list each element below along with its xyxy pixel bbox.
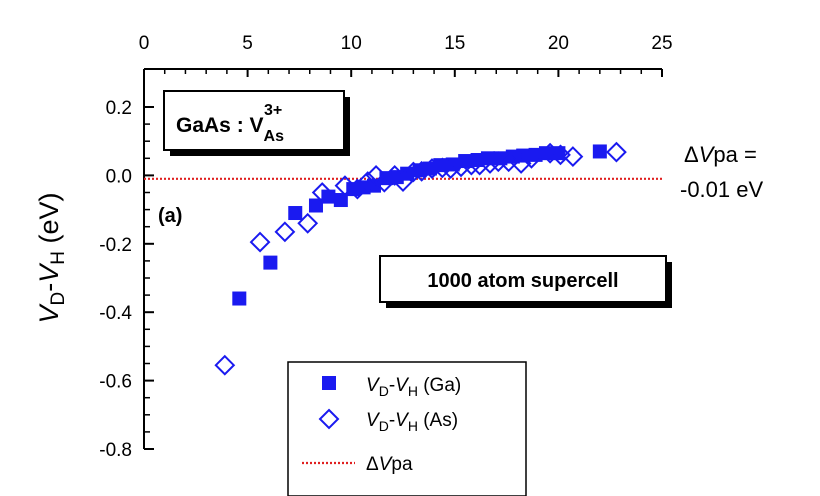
point-as: [384, 164, 406, 186]
leg-ref-v: V: [379, 454, 394, 475]
material-sup: 3+: [264, 102, 282, 119]
point-as: [249, 231, 271, 253]
leg-as-sep: -: [389, 410, 395, 431]
point-as: [479, 153, 501, 174]
y-tick-label: -0.4: [99, 303, 132, 324]
x-tick-label: 25: [651, 33, 672, 54]
point-as: [274, 221, 296, 243]
x-tick-label: 10: [341, 33, 362, 54]
point-ga: [538, 146, 553, 161]
point-as: [334, 175, 356, 197]
leg-ref-rest: pa: [391, 454, 413, 475]
axes: [143, 68, 662, 449]
leg-as-v2: V: [395, 410, 410, 431]
point-as: [460, 154, 482, 176]
supercell-label: 1000 atom supercell: [427, 270, 618, 292]
point-as: [521, 147, 542, 169]
material-sub: As: [264, 128, 285, 145]
x-tick-label: 0: [139, 33, 150, 54]
material-label-box: GaAs : VAs 3+: [163, 90, 350, 156]
x-tick-label: 15: [444, 33, 465, 54]
point-as: [487, 151, 509, 173]
x-tick-label: 5: [242, 33, 253, 54]
delta-symbol: Δ: [684, 142, 699, 167]
ylabel-s2: H: [48, 251, 69, 265]
legend-label-as: VD-VH (As): [366, 410, 458, 434]
point-as: [357, 171, 379, 192]
data-points: [214, 141, 627, 376]
point-as: [402, 161, 424, 183]
y-tick-label: 0.0: [106, 166, 132, 187]
delta-rest: pa =: [713, 142, 756, 167]
point-as: [562, 146, 584, 168]
point-as: [297, 212, 319, 234]
point-ga: [263, 255, 278, 270]
material-label: GaAs : VAs 3+: [176, 102, 284, 145]
point-as: [311, 182, 333, 203]
ylabel-v2: V: [34, 262, 64, 283]
legend-marker-as: [318, 408, 340, 430]
leg-ga-v2: V: [395, 375, 410, 396]
point-ga: [232, 291, 247, 306]
y-tick-label: -0.6: [99, 372, 132, 393]
y-ticks: 0.2 0.0 -0.2 -0.4 -0.6 -0.8: [99, 98, 154, 461]
leg-as-s2: H: [408, 418, 418, 434]
point-as: [450, 156, 472, 178]
y-tick-label: 0.2: [106, 98, 132, 119]
x-ticks: 0 5 10 15 20 25: [139, 33, 673, 77]
point-as: [510, 153, 532, 174]
legend-label-ref: ΔVpa: [366, 454, 413, 475]
panel-label: (a): [158, 205, 182, 227]
point-as: [411, 160, 433, 182]
leg-ga-rest: (Ga): [418, 375, 461, 396]
point-as: [498, 151, 520, 173]
ylabel-sep: -: [34, 283, 64, 292]
point-as: [550, 144, 571, 166]
point-as: [365, 164, 387, 186]
y-axis-label: VD-VH (eV): [34, 192, 69, 323]
delta-annotation-line2: -0.01 eV: [680, 177, 763, 202]
leg-as-v1: V: [366, 410, 381, 431]
point-ga: [592, 144, 607, 159]
leg-ga-s2: H: [408, 383, 418, 399]
point-as: [469, 154, 491, 176]
point-as: [606, 141, 627, 163]
point-as: [214, 354, 236, 376]
point-ga: [308, 198, 323, 213]
material-main: GaAs : V: [176, 114, 264, 137]
y-tick-label: -0.8: [99, 440, 132, 461]
leg-ref-delta: Δ: [366, 454, 379, 475]
legend-marker-ga: [322, 376, 336, 390]
leg-ga-s1: D: [379, 383, 389, 399]
x-tick-label: 20: [548, 33, 569, 54]
leg-as-s1: D: [379, 418, 389, 434]
leg-ga-sep: -: [389, 375, 395, 396]
delta-annotation-line1: ΔVpa =: [684, 142, 757, 167]
point-ga: [333, 193, 348, 208]
ylabel-unit: (eV): [34, 192, 64, 251]
point-as: [392, 171, 414, 192]
leg-ga-v1: V: [366, 375, 381, 396]
y-tick-label: -0.2: [99, 235, 132, 256]
point-as: [431, 157, 453, 179]
ylabel-v1: V: [34, 303, 64, 324]
legend-label-ga: VD-VH (Ga): [366, 375, 461, 399]
legend: VD-VH (Ga) VD-VH (As) ΔVpa: [287, 361, 527, 496]
point-ga: [288, 206, 303, 221]
delta-v: V: [699, 142, 716, 167]
point-as: [440, 158, 462, 179]
point-as: [421, 158, 443, 179]
supercell-label-box: 1000 atom supercell: [379, 255, 672, 308]
ylabel-s1: D: [48, 292, 69, 306]
leg-as-rest: (As): [418, 410, 458, 431]
